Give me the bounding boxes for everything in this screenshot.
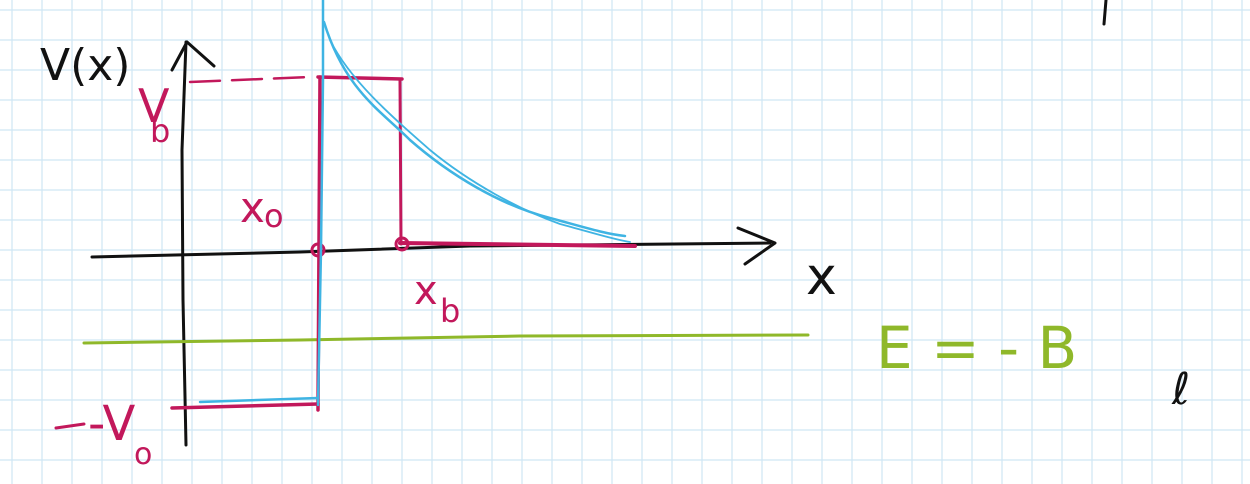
energy-label-subscript: ℓ [1171, 364, 1190, 415]
xb-label: x [414, 268, 438, 314]
outside-potential [398, 241, 637, 248]
labels: V(x) x V b x o x b -V o E = - B ℓ [40, 40, 1190, 472]
blue-curve [198, 0, 631, 407]
xb-point [394, 236, 410, 252]
y-axis-arrowhead [170, 40, 216, 72]
blue-curve-decay [322, 20, 627, 238]
x0-label: x [240, 183, 265, 232]
stray-pen-mark [1102, 0, 1108, 26]
blue-curve-decay-second-stroke [329, 39, 631, 243]
vb-label-subscript: b [150, 112, 170, 150]
minus-v0-label: -V [88, 396, 136, 452]
vb-label: V [138, 79, 170, 133]
minus-v0-label-subscript: o [134, 437, 152, 472]
y-axis-line [180, 40, 188, 447]
x-axis-label: x [806, 247, 837, 307]
vb-dashed-guide [188, 75, 312, 84]
x0-label-subscript: o [264, 197, 284, 235]
x-axis-arrowhead [736, 226, 777, 266]
x0-point [310, 242, 326, 258]
y-axis-label: V(x) [40, 40, 130, 91]
xb-label-subscript: b [440, 292, 460, 330]
blue-curve-bottom [198, 396, 320, 404]
well-bottom [170, 402, 320, 410]
barrier-top [316, 75, 404, 81]
blue-curve-wall [316, 0, 325, 407]
energy-label: E = - B [876, 314, 1077, 382]
barrier-right-wall [398, 78, 403, 246]
energy-level-line [82, 333, 810, 345]
minus-v0-tick [54, 422, 86, 430]
